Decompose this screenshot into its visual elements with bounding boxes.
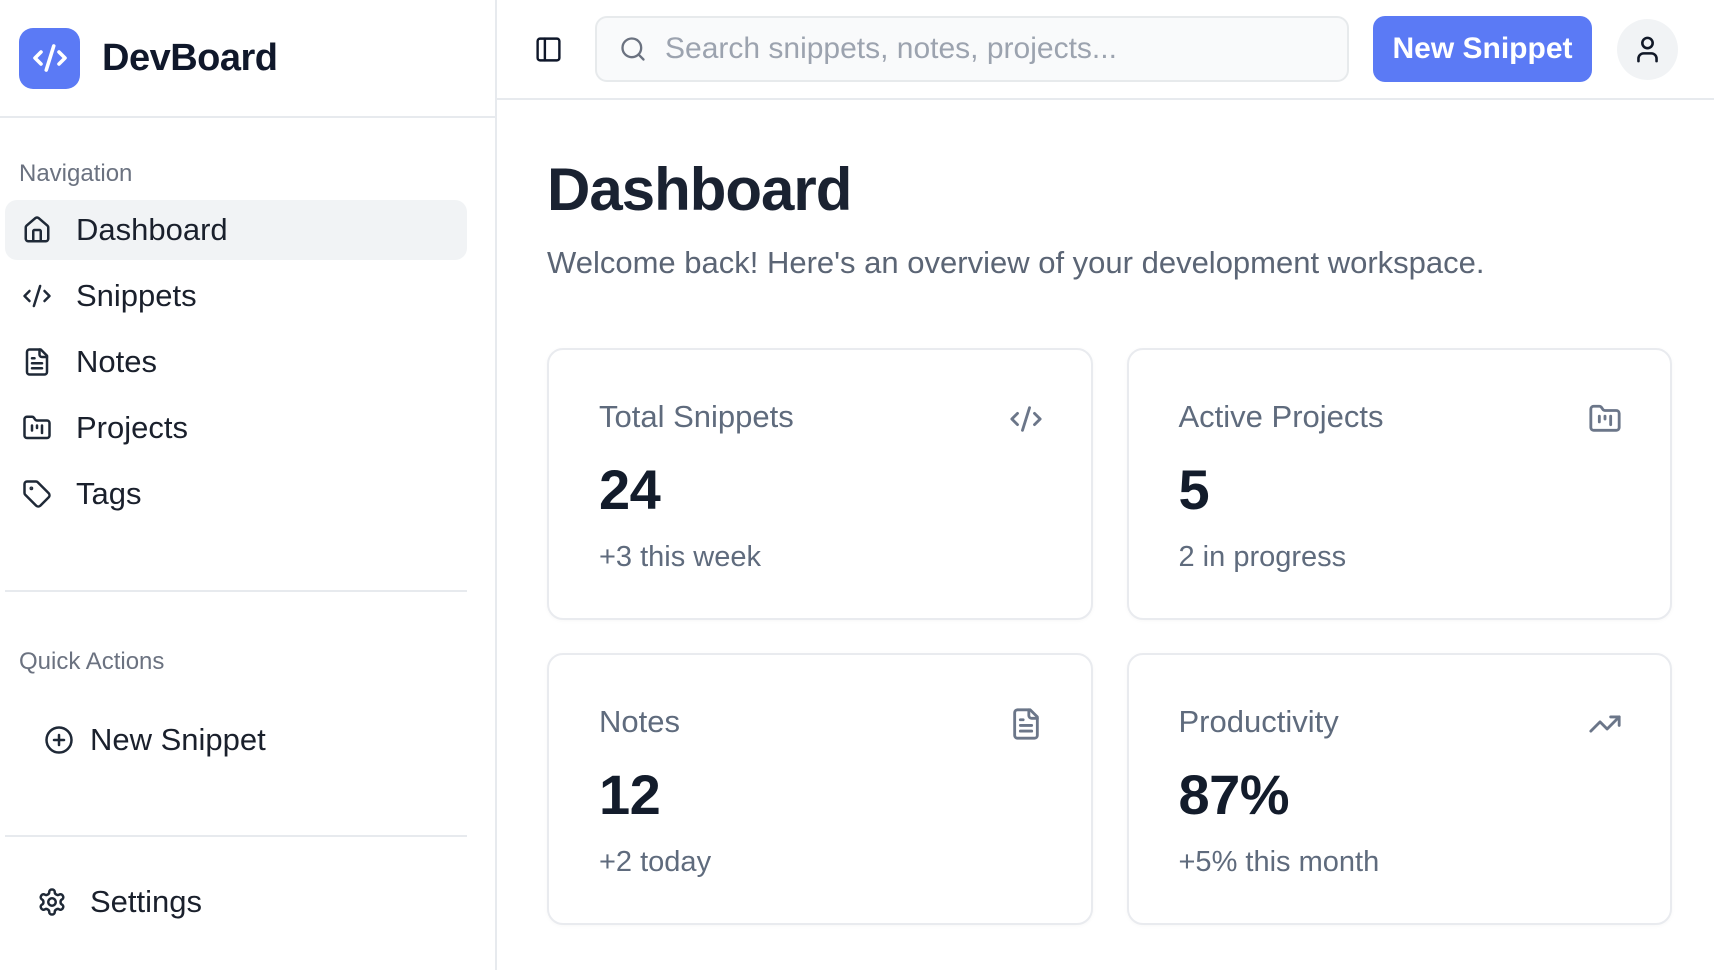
stat-change: +2 today [599,845,712,878]
stat-value: 5 [1178,457,1210,521]
user-icon [1632,34,1663,65]
stat-card-header: Total Snippets [599,398,1043,436]
topbar: New Snippet [497,0,1714,100]
sidebar-item-label: Dashboard [76,212,228,247]
sidebar-item-dashboard[interactable]: Dashboard [5,200,467,260]
stat-card-notes: Notes 12 +2 today [547,652,1093,925]
search-icon [619,35,647,63]
gear-icon [37,887,67,917]
new-snippet-button[interactable]: New Snippet [1373,16,1592,82]
stat-label: Total Snippets [599,398,794,434]
sidebar-item-label: Projects [76,410,188,445]
sidebar-item-label: New Snippet [90,722,266,757]
stat-change: 2 in progress [1178,540,1347,573]
sidebar: DevBoard Navigation Dashboard Snippets N… [0,0,497,970]
sidebar-divider [5,835,467,837]
app-logo [19,27,80,89]
stat-value: 24 [599,457,661,521]
sidebar-nav: Navigation Dashboard Snippets Notes Proj… [0,160,495,932]
search-input[interactable] [665,32,1325,66]
sidebar-divider [5,590,467,592]
search-box [595,16,1349,82]
stat-label: Notes [599,703,680,739]
page-subtitle: Welcome back! Here's an overview of your… [547,245,1485,280]
sidebar-item-new-snippet[interactable]: New Snippet [5,710,467,770]
sidebar-item-notes[interactable]: Notes [5,332,467,392]
sidebar-toggle-button[interactable] [528,29,568,69]
page-content: Dashboard Welcome back! Here's an overvi… [497,100,1714,970]
file-text-icon [22,347,52,377]
tag-icon [22,479,52,509]
stat-card-productivity: Productivity 87% +5% this month [1126,652,1672,925]
app-title: DevBoard [102,36,278,79]
folder-kanban-icon [22,413,52,443]
folder-kanban-icon [1588,402,1622,436]
stat-label: Active Projects [1178,398,1384,434]
stat-card-header: Productivity [1178,703,1623,741]
panel-left-icon [534,35,563,64]
code-icon [22,281,52,311]
stat-card-header: Notes [599,703,1043,741]
sidebar-item-label: Snippets [76,278,197,313]
main-area: New Snippet Dashboard Welcome back! Here… [497,0,1714,970]
app-logo-row: DevBoard [0,0,495,118]
page-title: Dashboard [547,156,852,223]
user-avatar[interactable] [1617,18,1678,80]
circle-plus-icon [44,725,74,755]
sidebar-item-snippets[interactable]: Snippets [5,266,467,326]
quick-actions-label: Quick Actions [19,648,165,675]
trending-up-icon [1588,707,1622,741]
stat-change: +3 this week [599,540,762,573]
stat-value: 12 [599,762,661,826]
sidebar-item-label: Tags [76,476,142,511]
stat-card-header: Active Projects [1178,398,1623,436]
sidebar-item-label: Settings [90,884,203,919]
stat-change: +5% this month [1178,845,1380,878]
home-icon [22,215,52,245]
code-icon [1009,402,1043,436]
sidebar-item-projects[interactable]: Projects [5,398,467,458]
sidebar-item-label: Notes [76,344,157,379]
stats-grid: Total Snippets 24 +3 this week Active Pr… [547,347,1672,925]
stat-card-total-snippets: Total Snippets 24 +3 this week [547,347,1093,620]
stat-label: Productivity [1178,703,1339,739]
code-icon [32,40,68,76]
stat-value: 87% [1178,762,1290,826]
nav-section-label: Navigation [19,160,133,187]
sidebar-item-settings[interactable]: Settings [5,872,467,932]
sidebar-item-tags[interactable]: Tags [5,464,467,524]
stat-card-active-projects: Active Projects 5 2 in progress [1126,347,1672,620]
file-text-icon [1009,707,1043,741]
